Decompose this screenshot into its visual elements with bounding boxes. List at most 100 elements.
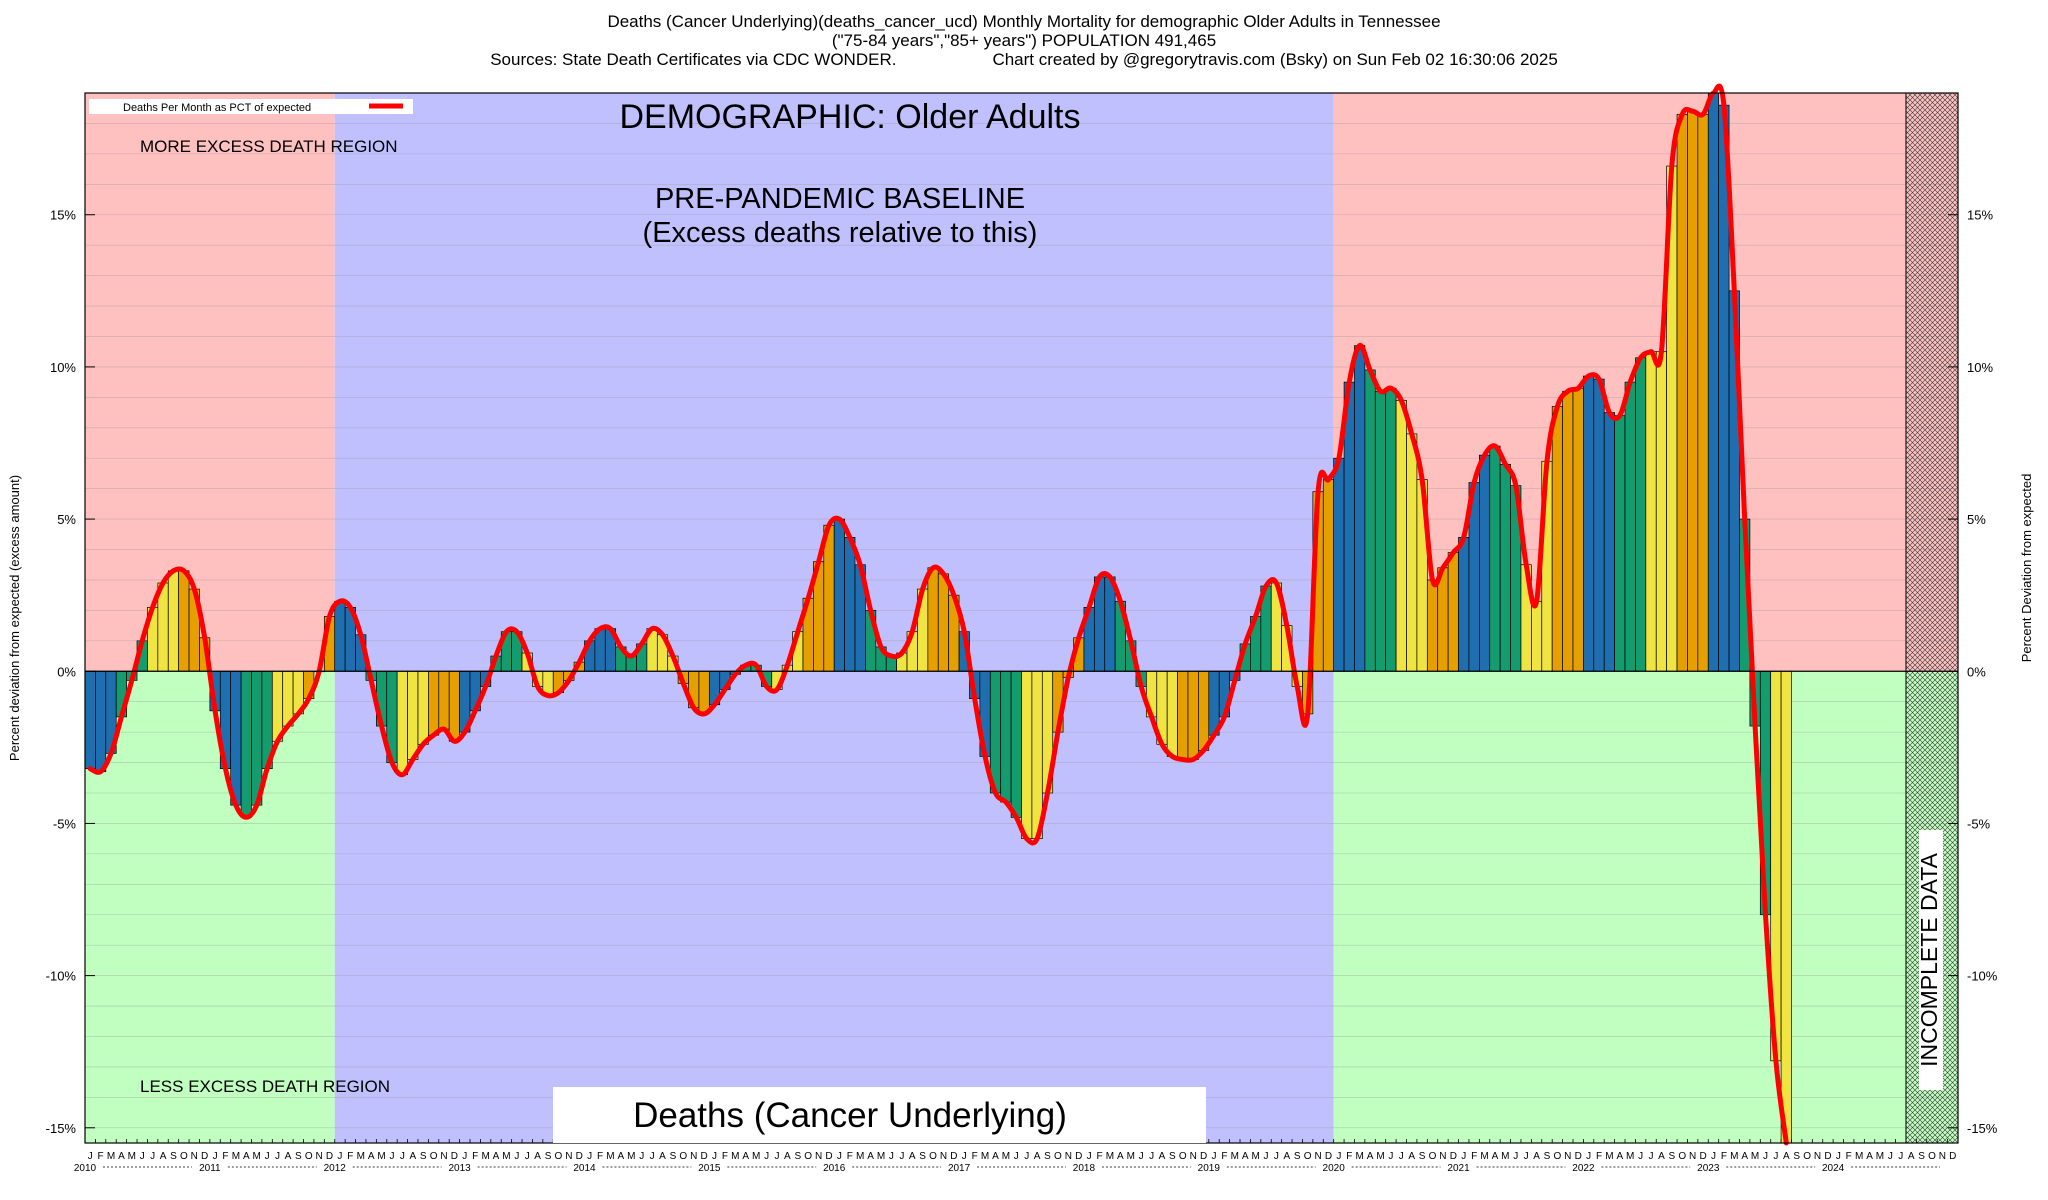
x-tick-month-label: A xyxy=(1242,1151,1249,1162)
x-tick-month-label: A xyxy=(409,1151,416,1162)
bar xyxy=(844,536,856,672)
x-tick-month-label: A xyxy=(1284,1151,1291,1162)
x-tick-month-label: O xyxy=(1553,1151,1561,1162)
x-tick-month-label: M xyxy=(1501,1151,1509,1162)
x-tick-month-label: D xyxy=(201,1151,208,1162)
x-tick-month-label: J xyxy=(1274,1151,1279,1162)
x-tick-month-label: F xyxy=(597,1151,603,1162)
x-tick-month-label: J xyxy=(764,1151,769,1162)
bar xyxy=(1655,351,1667,672)
x-tick-month-label: O xyxy=(555,1151,563,1162)
x-tick-month-label: O xyxy=(1803,1151,1811,1162)
x-tick-month-label: A xyxy=(992,1151,999,1162)
bar xyxy=(1489,445,1501,672)
bar xyxy=(1687,110,1699,672)
x-tick-month-label: O xyxy=(305,1151,313,1162)
y-tick-label-left: 5% xyxy=(57,512,76,527)
x-tick-month-label: F xyxy=(1471,1151,1477,1162)
y-tick-label-left: 15% xyxy=(50,208,76,223)
x-tick-month-label: N xyxy=(940,1151,947,1162)
bar xyxy=(84,670,96,770)
x-tick-month-label: S xyxy=(1169,1151,1176,1162)
x-tick-month-label: J xyxy=(587,1151,592,1162)
x-tick-month-label: A xyxy=(867,1151,874,1162)
x-tick-month-label: D xyxy=(1699,1151,1706,1162)
bar xyxy=(1707,92,1720,672)
bar xyxy=(1000,670,1012,803)
x-tick-month-label: M xyxy=(377,1151,385,1162)
x-tick-month-label: J xyxy=(1638,1151,1643,1162)
x-tick-month-label: N xyxy=(1314,1151,1321,1162)
x-tick-month-label: F xyxy=(1846,1151,1852,1162)
x-tick-month-label: M xyxy=(1106,1151,1114,1162)
x-tick-month-label: J xyxy=(774,1151,779,1162)
x-tick-month-label: D xyxy=(1949,1151,1956,1162)
x-tick-month-label: A xyxy=(1783,1151,1790,1162)
bar-series xyxy=(84,92,1792,1144)
bar xyxy=(1572,387,1584,672)
x-tick-month-label: J xyxy=(337,1151,342,1162)
x-tick-month-label: M xyxy=(357,1151,365,1162)
x-tick-month-label: N xyxy=(1190,1151,1197,1162)
bar xyxy=(698,670,710,715)
x-tick-month-label: S xyxy=(1918,1151,1925,1162)
bar xyxy=(1614,415,1626,672)
bar xyxy=(937,573,950,672)
bar xyxy=(1447,552,1459,672)
bar xyxy=(1364,369,1376,672)
x-tick-month-label: J xyxy=(140,1151,145,1162)
x-tick-month-label: F xyxy=(1096,1151,1102,1162)
bar xyxy=(1624,381,1636,672)
bar xyxy=(1603,412,1615,672)
x-tick-month-label: S xyxy=(919,1151,926,1162)
x-tick-month-label: D xyxy=(1200,1151,1207,1162)
bar xyxy=(1395,400,1407,672)
y-tick-label-right: 10% xyxy=(1967,360,1993,375)
bar xyxy=(927,567,939,672)
x-tick-month-label: M xyxy=(1855,1151,1863,1162)
x-tick-month-label: F xyxy=(98,1151,104,1162)
more-excess-region-label: MORE EXCESS DEATH REGION xyxy=(140,137,398,156)
x-tick-year-label: 2013 xyxy=(448,1163,471,1174)
x-tick-month-label: A xyxy=(243,1151,250,1162)
x-tick-month-label: J xyxy=(1763,1151,1768,1162)
x-tick-month-label: J xyxy=(712,1151,717,1162)
x-tick-month-label: J xyxy=(265,1151,270,1162)
x-tick-month-label: M xyxy=(1605,1151,1613,1162)
x-tick-month-label: N xyxy=(316,1151,323,1162)
bar xyxy=(396,670,408,776)
x-tick-month-label: S xyxy=(1669,1151,1676,1162)
x-tick-month-label: N xyxy=(440,1151,447,1162)
x-tick-month-label: J xyxy=(1711,1151,1716,1162)
x-tick-month-label: F xyxy=(1721,1151,1727,1162)
baseline-label-line1: PRE-PANDEMIC BASELINE xyxy=(655,183,1025,215)
y-axis-ticks: -15% -15% -10% -10% -5% -5% 0% 0% 5% 5% 10% 10% 15% 1… xyxy=(7,208,2034,1136)
x-tick-month-label: S xyxy=(170,1151,177,1162)
x-tick-month-label: A xyxy=(1616,1151,1623,1162)
bar xyxy=(428,670,440,736)
bottom-title-box xyxy=(553,1087,1206,1143)
x-tick-month-label: D xyxy=(950,1151,957,1162)
x-tick-year-label: 2018 xyxy=(1073,1163,1096,1174)
x-tick-month-label: F xyxy=(1346,1151,1352,1162)
bar xyxy=(282,670,294,727)
incomplete-data-label: INCOMPLETE DATA xyxy=(1916,852,1942,1066)
x-tick-month-label: J xyxy=(1586,1151,1591,1162)
y-tick-label-right: 0% xyxy=(1967,664,1986,679)
x-tick-month-label: D xyxy=(1450,1151,1457,1162)
bar xyxy=(1333,457,1345,672)
bar xyxy=(334,600,346,672)
x-tick-month-label: D xyxy=(576,1151,583,1162)
x-tick-month-label: A xyxy=(1658,1151,1665,1162)
x-tick-month-label: N xyxy=(1564,1151,1571,1162)
x-tick-month-label: M xyxy=(502,1151,510,1162)
annotations: Deaths Per Month as PCT of expected DEMOG… xyxy=(89,98,1206,1143)
x-tick-month-label: O xyxy=(180,1151,188,1162)
x-tick-month-label: J xyxy=(1149,1151,1154,1162)
x-tick-month-label: N xyxy=(690,1151,697,1162)
bar xyxy=(1645,351,1657,672)
x-tick-month-label: A xyxy=(1741,1151,1748,1162)
x-tick-month-label: O xyxy=(679,1151,687,1162)
x-tick-month-label: J xyxy=(650,1151,655,1162)
y-tick-label-left: -15% xyxy=(46,1121,77,1136)
